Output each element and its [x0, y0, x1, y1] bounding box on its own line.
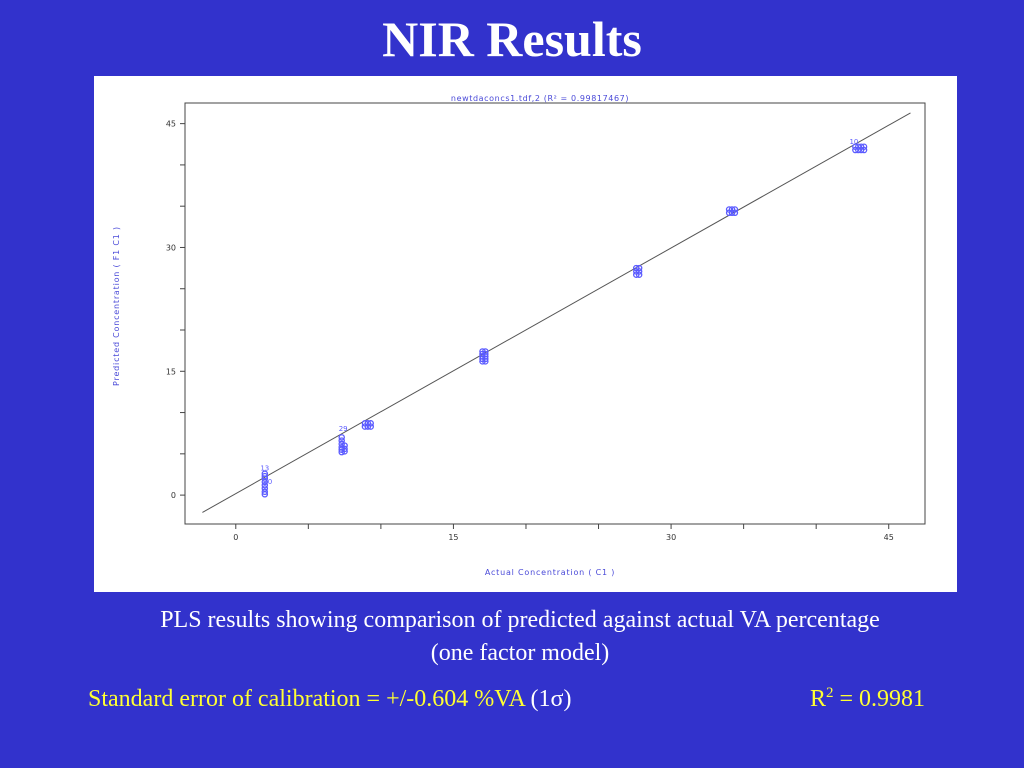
point-labels: 13 30 29 10 — [260, 138, 858, 486]
chart-title: newtdaconcs1.tdf,2 (R² = 0.99817467) — [451, 94, 629, 103]
plot-panel: newtdaconcs1.tdf,2 (R² = 0.99817467) 0 15… — [94, 76, 957, 592]
r2-symbol: R — [810, 686, 827, 712]
x-tick-label: 15 — [448, 533, 458, 542]
y-tick-label: 0 — [171, 491, 176, 500]
axis-ticks — [180, 123, 890, 529]
x-tick-label: 30 — [666, 533, 676, 542]
point-label: 30 — [263, 478, 272, 486]
x-tick-label: 0 — [233, 533, 238, 542]
y-tick-label: 45 — [166, 120, 176, 129]
data-point — [261, 478, 269, 486]
r2-number: = 0.9981 — [833, 686, 926, 712]
regression-line — [202, 112, 911, 513]
standard-error-statement: Standard error of calibration = +/-0.604… — [88, 682, 571, 716]
data-point — [482, 355, 489, 363]
y-tick-label: 30 — [166, 243, 176, 252]
data-point — [338, 437, 345, 444]
data-points — [261, 143, 868, 498]
data-point — [731, 209, 739, 217]
axis-tick-labels: 0 15 30 45 0 15 30 45 — [166, 120, 894, 542]
data-point — [261, 488, 269, 496]
data-point — [341, 445, 348, 453]
caption-line-2: (one factor model) — [430, 640, 610, 666]
data-point — [341, 448, 348, 455]
point-label: 13 — [260, 465, 269, 473]
data-point — [857, 146, 865, 154]
data-point — [635, 264, 643, 272]
data-point — [635, 268, 643, 275]
standard-error-text: Standard error of calibration = +/-0.604… — [88, 686, 525, 712]
x-tick-label: 45 — [884, 533, 894, 542]
data-point — [261, 491, 269, 498]
data-point — [635, 271, 643, 278]
caption-line-1: PLS results showing comparison of predic… — [160, 607, 880, 633]
sigma-note: (1σ) — [530, 686, 572, 712]
x-axis-label: Actual Concentration ( C1 ) — [485, 568, 615, 577]
data-point — [261, 475, 269, 482]
point-label: 10 — [849, 138, 858, 146]
r-squared-value: R2 = 0.9981 — [810, 682, 925, 716]
plot-frame — [184, 102, 926, 525]
y-tick-label: 15 — [166, 367, 176, 376]
data-point — [860, 146, 868, 154]
data-point — [338, 434, 345, 441]
data-point — [728, 209, 736, 217]
slide-title: NIR Results — [382, 11, 642, 67]
data-point — [261, 481, 269, 489]
point-label: 29 — [339, 425, 348, 433]
r2-superscript: 2 — [826, 685, 834, 701]
calibration-stats: Standard error of calibration = +/-0.604… — [88, 682, 968, 716]
data-point — [367, 423, 374, 430]
regression-line-group — [202, 112, 911, 513]
data-point — [364, 423, 372, 430]
y-axis-label: Predicted Concentration ( F1 C1 ) — [112, 226, 121, 386]
caption: PLS results showing comparison of predic… — [40, 604, 1000, 670]
scatter-chart: newtdaconcs1.tdf,2 (R² = 0.99817467) 0 15… — [112, 94, 926, 577]
data-point — [482, 358, 489, 365]
